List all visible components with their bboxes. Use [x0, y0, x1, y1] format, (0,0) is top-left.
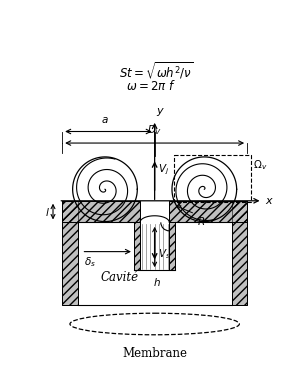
Text: $\delta_s$: $\delta_s$: [84, 255, 96, 269]
Text: $\Omega_v$: $\Omega_v$: [253, 158, 268, 172]
Polygon shape: [62, 201, 140, 222]
Text: $V_s$: $V_s$: [158, 247, 170, 261]
Text: $h$: $h$: [153, 276, 161, 288]
Polygon shape: [62, 201, 78, 305]
Polygon shape: [169, 222, 175, 270]
Text: Cavité: Cavité: [101, 271, 139, 284]
Polygon shape: [232, 201, 247, 305]
Text: $a$: $a$: [101, 115, 108, 125]
Text: $St = \sqrt{\omega h^2/\nu}$: $St = \sqrt{\omega h^2/\nu}$: [119, 61, 194, 82]
Text: $x$: $x$: [265, 196, 274, 206]
Text: $\omega = 2\pi\ f$: $\omega = 2\pi\ f$: [126, 79, 176, 93]
Text: $l$: $l$: [45, 206, 50, 218]
Polygon shape: [169, 201, 247, 222]
Text: $R$: $R$: [196, 215, 205, 227]
Text: Membrane: Membrane: [122, 347, 187, 360]
Polygon shape: [134, 222, 140, 270]
Text: $D_V$: $D_V$: [147, 123, 162, 137]
Text: $y$: $y$: [156, 106, 165, 118]
Text: $V_j$: $V_j$: [158, 163, 169, 177]
